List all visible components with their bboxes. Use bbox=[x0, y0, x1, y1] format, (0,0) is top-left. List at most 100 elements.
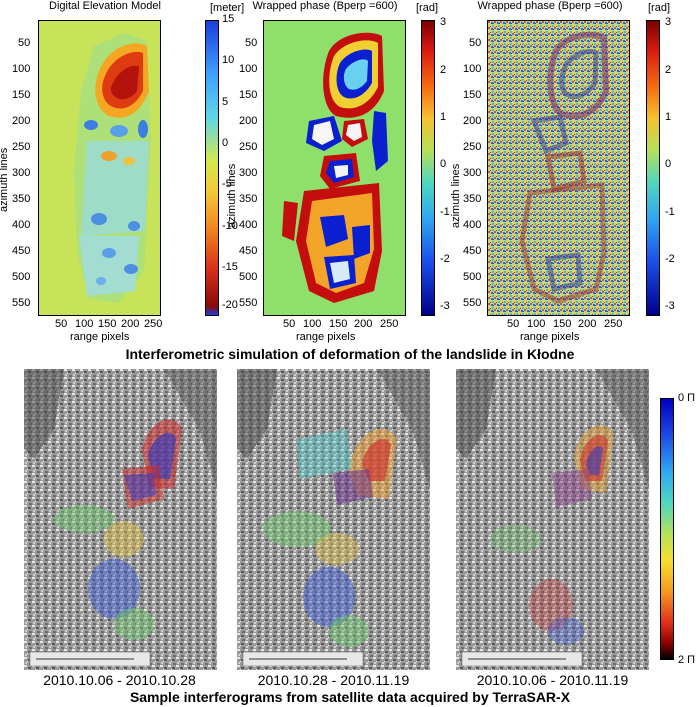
dem-ylabel: azimuth lines bbox=[0, 147, 10, 212]
dem-x-tick: 100 bbox=[75, 318, 94, 330]
noisy-phase-x-tick: 200 bbox=[578, 318, 597, 330]
wrapped-phase-y-tick: 200 bbox=[239, 115, 258, 127]
wrapped-phase-x-tick: 100 bbox=[303, 318, 322, 330]
dem-cbar-tick: -20 bbox=[222, 299, 238, 311]
dem-cbar-tick: 15 bbox=[222, 13, 235, 25]
noisy-phase-cbar-tick: 0 bbox=[665, 158, 672, 170]
wrapped-phase-y-tick: 500 bbox=[239, 271, 258, 283]
phase-colorbar-top-label: 0 Π bbox=[678, 392, 696, 404]
dem-y-tick: 150 bbox=[12, 89, 31, 101]
wrapped-phase-y-tick: 100 bbox=[239, 63, 258, 75]
wrapped-phase-map bbox=[264, 21, 405, 315]
noisy-phase-y-tick: 450 bbox=[463, 245, 482, 257]
dem-y-tick: 300 bbox=[12, 167, 31, 179]
noisy-phase-cbar-tick: 2 bbox=[665, 64, 672, 76]
dem-y-tick: 500 bbox=[12, 271, 31, 283]
wrapped-phase-title: Wrapped phase (Bperp =600) bbox=[252, 0, 398, 12]
interferogram-2 bbox=[237, 369, 430, 670]
noisy-phase-cbar-tick: 1 bbox=[665, 111, 672, 123]
top-figure: Digital Elevation Model [meter] bbox=[0, 0, 700, 345]
noisy-phase-title: Wrapped phase (Bperp =600) bbox=[477, 0, 623, 12]
noisy-phase-y-tick: 350 bbox=[463, 193, 482, 205]
noisy-phase-y-tick: 250 bbox=[463, 141, 482, 153]
noisy-phase-colorbar-unit: [rad] bbox=[648, 2, 671, 14]
dem-x-tick: 200 bbox=[121, 318, 140, 330]
wrapped-phase-cbar-tick: 3 bbox=[440, 16, 447, 28]
wrapped-phase-x-tick: 250 bbox=[380, 318, 399, 330]
dem-y-tick: 100 bbox=[12, 63, 31, 75]
dem-cbar-tick: 0 bbox=[222, 137, 229, 149]
noisy-phase-y-tick: 50 bbox=[469, 37, 482, 49]
phase-colorbar bbox=[660, 398, 674, 660]
noisy-phase-x-tick: 50 bbox=[507, 318, 520, 330]
dem-y-tick: 550 bbox=[12, 297, 31, 309]
wrapped-phase-y-tick: 550 bbox=[239, 297, 258, 309]
wrapped-phase-x-tick: 200 bbox=[354, 318, 373, 330]
dem-y-tick: 450 bbox=[12, 245, 31, 257]
noisy-phase-xlabel: range pixels bbox=[520, 331, 580, 343]
noisy-phase-y-tick: 300 bbox=[463, 167, 482, 179]
interferogram-3-date: 2010.10.06 - 2010.11.19 bbox=[476, 672, 629, 688]
wrapped-phase-cbar-tick: 1 bbox=[440, 111, 447, 123]
wrapped-phase-colorbar bbox=[421, 20, 435, 316]
interferogram-1-image bbox=[24, 369, 217, 670]
wrapped-phase-cbar-tick: 2 bbox=[440, 64, 447, 76]
bottom-caption: Sample interferograms from satellite dat… bbox=[129, 689, 571, 705]
dem-y-tick: 350 bbox=[12, 193, 31, 205]
dem-colorbar bbox=[205, 20, 219, 316]
noisy-phase-x-tick: 100 bbox=[527, 318, 546, 330]
noisy-phase-cbar-tick: -1 bbox=[665, 206, 675, 218]
wrapped-phase-plot bbox=[263, 20, 406, 316]
dem-x-tick: 250 bbox=[144, 318, 163, 330]
wrapped-phase-cbar-tick: -3 bbox=[440, 300, 450, 312]
noisy-phase-ylabel: azimuth lines bbox=[450, 163, 462, 228]
noisy-phase-y-tick: 150 bbox=[463, 89, 482, 101]
noisy-phase-x-tick: 150 bbox=[553, 318, 572, 330]
dem-y-tick: 200 bbox=[12, 115, 31, 127]
phase-colorbar-bottom-label: 2 Π bbox=[678, 654, 696, 666]
wrapped-phase-cbar-tick: -1 bbox=[440, 206, 450, 218]
dem-cbar-tick: -15 bbox=[222, 261, 238, 273]
noisy-phase-cbar-tick: 3 bbox=[665, 16, 672, 28]
dem-cbar-tick: 5 bbox=[222, 96, 229, 108]
noisy-phase-cbar-tick: -2 bbox=[665, 253, 675, 265]
top-caption: Interferometric simulation of deformatio… bbox=[125, 346, 575, 362]
wrapped-phase-x-tick: 50 bbox=[283, 318, 296, 330]
dem-cbar-tick: -5 bbox=[222, 178, 232, 190]
noisy-phase-cbar-tick: -3 bbox=[665, 300, 675, 312]
interferogram-1-date: 2010.10.06 - 2010.10.28 bbox=[43, 672, 196, 688]
wrapped-phase-cbar-tick: -2 bbox=[440, 253, 450, 265]
noisy-phase-x-tick: 250 bbox=[604, 318, 623, 330]
noisy-phase-plot bbox=[487, 20, 630, 316]
wrapped-phase-y-tick: 400 bbox=[239, 219, 258, 231]
wrapped-phase-y-tick: 150 bbox=[239, 89, 258, 101]
interferogram-2-image bbox=[237, 369, 430, 670]
wrapped-phase-y-tick: 450 bbox=[239, 245, 258, 257]
dem-xlabel: range pixels bbox=[70, 331, 130, 343]
wrapped-phase-colorbar-unit: [rad] bbox=[416, 2, 439, 14]
wrapped-phase-y-tick: 50 bbox=[245, 37, 258, 49]
noisy-phase-y-tick: 500 bbox=[463, 271, 482, 283]
noisy-phase-map bbox=[488, 21, 629, 315]
dem-y-tick: 400 bbox=[12, 219, 31, 231]
wrapped-phase-y-tick: 300 bbox=[239, 167, 258, 179]
wrapped-phase-xlabel: range pixels bbox=[296, 331, 356, 343]
interferogram-1 bbox=[24, 369, 217, 670]
noisy-phase-y-tick: 200 bbox=[463, 115, 482, 127]
dem-colorbar-unit: [meter] bbox=[210, 2, 245, 14]
dem-y-tick: 50 bbox=[18, 37, 31, 49]
interferogram-3 bbox=[456, 369, 649, 670]
dem-y-tick: 250 bbox=[12, 141, 31, 153]
wrapped-phase-y-tick: 250 bbox=[239, 141, 258, 153]
wrapped-phase-y-tick: 350 bbox=[239, 193, 258, 205]
noisy-phase-colorbar bbox=[646, 20, 660, 316]
wrapped-phase-x-tick: 150 bbox=[329, 318, 348, 330]
dem-x-tick: 150 bbox=[98, 318, 117, 330]
dem-x-tick: 50 bbox=[55, 318, 68, 330]
dem-cbar-tick: 10 bbox=[222, 54, 235, 66]
wrapped-phase-cbar-tick: 0 bbox=[440, 158, 447, 170]
noisy-phase-y-tick: 400 bbox=[463, 219, 482, 231]
interferogram-3-image bbox=[456, 369, 649, 670]
wrapped-phase-ylabel: azimuth lines bbox=[226, 163, 238, 228]
dem-cbar-tick: -10 bbox=[222, 220, 238, 232]
